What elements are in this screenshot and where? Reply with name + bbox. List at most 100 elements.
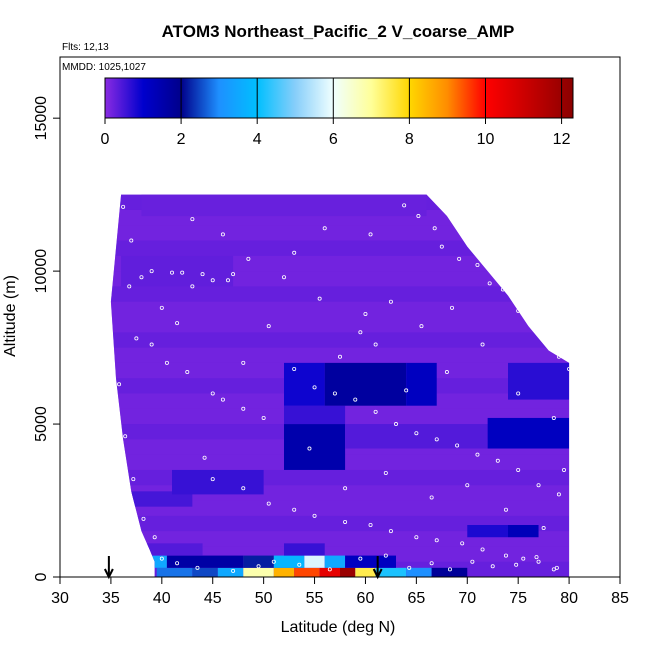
sample-point: [210, 477, 215, 482]
sample-point: [490, 564, 495, 569]
x-tick-label: 65: [407, 590, 425, 607]
sample-point: [358, 330, 363, 335]
sample-point: [383, 553, 388, 558]
heatmap-cell: [355, 567, 376, 577]
colorbar-tick-label: 4: [253, 131, 262, 148]
flight-marker-arrow: [103, 556, 114, 580]
heatmap-cell: [131, 491, 193, 507]
colorbar-gradient: [104, 77, 574, 119]
sample-point: [414, 535, 419, 540]
sample-point: [465, 483, 470, 488]
sample-point: [266, 501, 271, 506]
sample-point: [312, 513, 317, 518]
sample-point: [475, 452, 480, 457]
heatmap-cell: [284, 543, 325, 556]
x-tick-label: 35: [102, 590, 120, 607]
colorbar: 0 2 4 6 8 10 12: [101, 77, 574, 148]
x-tick-label: 80: [560, 590, 578, 607]
sample-point: [534, 555, 539, 560]
sample-point: [457, 256, 462, 261]
sample-point: [169, 270, 174, 275]
sample-point: [419, 324, 424, 329]
sample-point: [551, 415, 556, 420]
sample-point: [292, 507, 297, 512]
sample-point: [202, 455, 207, 460]
heatmap-band: [110, 469, 570, 486]
sample-point: [292, 366, 297, 371]
sample-point: [210, 278, 215, 283]
sample-point: [190, 217, 195, 222]
sample-point: [514, 562, 519, 567]
sample-point: [503, 507, 508, 512]
chart-title: ATOM3 Northeast_Pacific_2 V_coarse_AMP: [162, 22, 515, 41]
sample-point: [554, 565, 559, 570]
sample-point: [317, 296, 322, 301]
sample-point: [241, 360, 246, 365]
sample-point: [536, 559, 541, 564]
sample-point: [402, 203, 407, 208]
sample-point: [455, 443, 460, 448]
sample-point: [220, 397, 225, 402]
sample-point: [480, 547, 485, 552]
heatmap-cell: [121, 255, 234, 287]
sample-point: [312, 385, 317, 390]
sample-point: [266, 324, 271, 329]
y-axis-label: Altitude (m): [2, 275, 19, 357]
sample-point: [231, 568, 236, 573]
colorbar-tick-label: 2: [177, 131, 186, 148]
heatmap-cell: [487, 417, 570, 449]
sample-point: [127, 284, 132, 289]
x-tick-label: 60: [357, 590, 375, 607]
sample-point: [241, 406, 246, 411]
heatmap-cell: [406, 362, 437, 406]
info-flights: Flts: 12,13: [62, 42, 109, 53]
sample-point: [332, 391, 337, 396]
heatmap-cell: [284, 405, 346, 425]
sample-point: [475, 262, 480, 267]
plot-frame: [59, 56, 621, 578]
x-tick-label: 40: [153, 590, 171, 607]
sample-point: [495, 458, 500, 463]
sample-point: [407, 565, 412, 570]
sample-point: [434, 437, 439, 442]
sample-point: [123, 434, 128, 439]
sample-point: [460, 541, 465, 546]
sample-point: [159, 305, 164, 310]
heatmap-cell: [319, 567, 340, 577]
sample-point: [368, 232, 373, 237]
heatmap-cell: [431, 567, 468, 577]
sample-point: [544, 339, 549, 344]
sample-point: [343, 486, 348, 491]
heatmap-band: [110, 332, 570, 348]
colorbar-tick-label: 12: [553, 131, 571, 148]
y-tick-label: 10000: [33, 249, 50, 294]
sample-point: [281, 275, 286, 280]
heatmap-band: [110, 500, 570, 516]
sample-point: [521, 556, 526, 561]
colorbar-tick-label: 0: [101, 131, 110, 148]
sample-point: [195, 565, 200, 570]
sample-point: [470, 559, 475, 564]
sample-point: [449, 305, 454, 310]
heatmap-cell: [324, 362, 407, 406]
heatmap-data: [110, 194, 570, 577]
x-tick-label: 45: [204, 590, 222, 607]
sample-point: [551, 567, 556, 572]
sample-point: [256, 564, 261, 569]
sample-point: [541, 526, 546, 531]
sample-point: [121, 204, 126, 209]
sample-point: [487, 281, 492, 286]
sample-point: [114, 195, 119, 200]
sample-point: [292, 250, 297, 255]
sample-point: [434, 538, 439, 543]
x-tick-label: 75: [509, 590, 527, 607]
sample-point: [210, 391, 215, 396]
sample-point: [139, 275, 144, 280]
heatmap-cell: [243, 567, 274, 577]
sample-point: [562, 467, 567, 472]
sample-point: [363, 311, 368, 316]
sample-point: [503, 553, 508, 558]
y-tick-label: 15000: [33, 96, 50, 141]
sample-point: [414, 431, 419, 436]
